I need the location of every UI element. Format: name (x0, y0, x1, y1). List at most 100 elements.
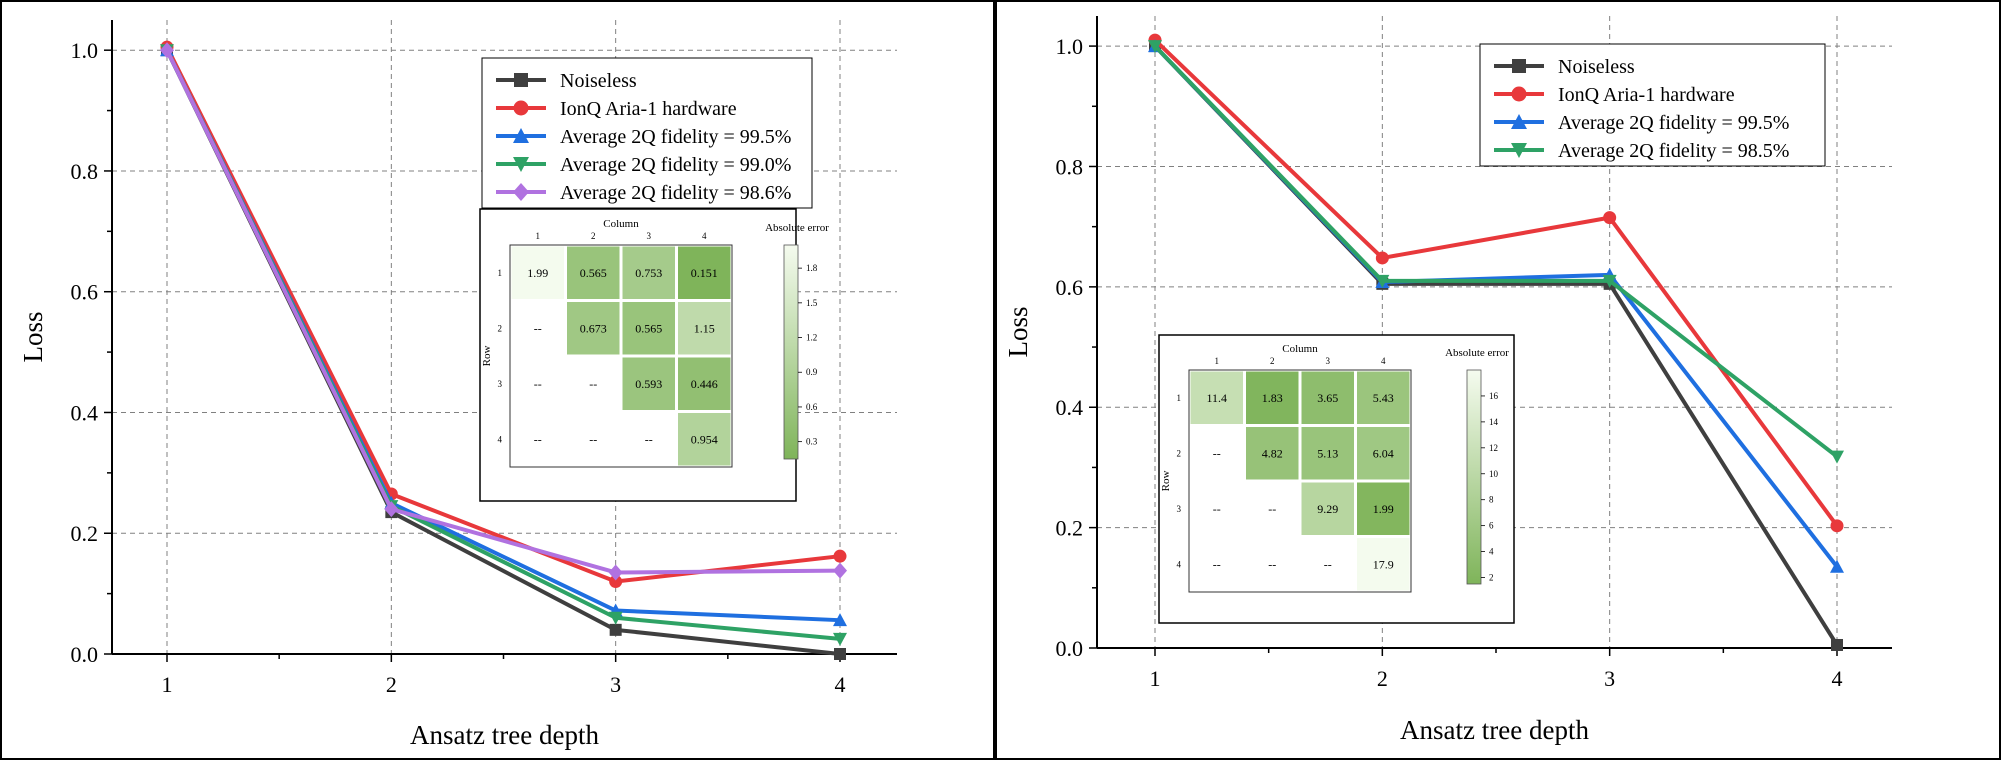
heatmap-cell-label: 9.29 (1317, 502, 1338, 516)
heatmap-cell (1301, 427, 1354, 480)
data-point (1830, 519, 1844, 533)
legend-marker (513, 157, 529, 172)
legend-marker (514, 73, 528, 87)
colorbar (1466, 369, 1482, 585)
left-loss-chart: 0.0 0.2 0.4 0.6 0.8 1.0 1 2 3 4 Ansatz tree depth L… (18, 20, 897, 750)
heatmap-cell-label: 5.43 (1373, 391, 1394, 405)
colorbar-tick-label: 1.2 (806, 333, 817, 343)
data-point (834, 648, 846, 660)
heatmap-row-label: 1 (1177, 393, 1182, 403)
x-tick-label: 4 (835, 672, 846, 697)
heatmap-cell-label: 17.9 (1373, 557, 1394, 571)
heatmap-cell-label: 6.04 (1373, 446, 1394, 460)
heatmap-cell-label: 4.82 (1262, 446, 1283, 460)
colorbar-tick-label: 0.6 (806, 402, 818, 412)
colorbar-tick-label: 16 (1489, 391, 1499, 401)
heatmap-cell-label: 1.15 (694, 321, 715, 335)
heatmap-cell (1246, 371, 1299, 424)
heatmap-cell (622, 302, 675, 355)
legend-marker (513, 183, 529, 201)
legend-label: Noiseless (1558, 56, 1635, 78)
legend-label: Average 2Q fidelity = 99.5% (1558, 112, 1789, 134)
legend-label: IonQ Aria-1 hardware (560, 98, 737, 120)
heatmap-cell-label: 0.446 (691, 377, 718, 391)
heatmap-row-label: 3 (1177, 504, 1182, 514)
x-tick-label: 1 (1150, 666, 1161, 691)
series-3 (1148, 40, 1844, 464)
heatmap-col-label: 2 (1270, 356, 1275, 366)
heatmap-cell-label: 3.65 (1317, 391, 1338, 405)
heatmap-cell-label: 5.13 (1317, 446, 1338, 460)
data-point (1603, 211, 1617, 225)
heatmap-cell-label: 0.593 (635, 377, 662, 391)
colorbar-tick-label: 4 (1489, 547, 1494, 557)
heatmap-cell (1357, 427, 1410, 480)
x-tick-label: 1 (162, 672, 173, 697)
heatmap-cell (678, 246, 731, 299)
legend-marker (513, 128, 529, 143)
heatmap-grid-frame (1188, 369, 1412, 593)
heatmap-cell (1246, 427, 1299, 480)
y-tick-label: 0.0 (1056, 636, 1084, 661)
legend-marker (1512, 59, 1526, 73)
series-line (165, 46, 841, 584)
inset-heatmap: 1.99 0.565 0.753 0.151 -- 0.673 0.565 1.15 -- -- 0… (479, 208, 829, 502)
legend-label: Noiseless (560, 70, 637, 92)
y-tick-label: 1.0 (1056, 34, 1084, 59)
heatmap-cell (678, 302, 731, 355)
heatmap-col-label: 3 (1326, 356, 1331, 366)
data-point (833, 562, 847, 579)
heatmap-cell-label: 0.565 (580, 266, 607, 280)
heatmap-col-label: 2 (591, 231, 596, 241)
heatmap-col-label: 4 (1381, 356, 1386, 366)
colorbar (783, 244, 799, 460)
heatmap-grid-frame (509, 244, 733, 468)
heatmap-cell-label: -- (1213, 502, 1221, 516)
legend-label: IonQ Aria-1 hardware (1558, 84, 1735, 106)
colorbar-tick-label: 10 (1489, 469, 1499, 479)
right-chart-panel: 0.0 0.2 0.4 0.6 0.8 1.0 1 2 3 4 Ansatz tree depth L… (995, 0, 2001, 760)
heatmap-cell (622, 357, 675, 410)
legend-marker (1511, 114, 1527, 129)
legend: Noiseless IonQ Aria-1 hardware Average 2Q … (1479, 43, 1826, 167)
heatmap-cell (511, 246, 564, 299)
colorbar-tick-label: 14 (1489, 417, 1499, 427)
data-point (609, 623, 622, 636)
heatmap-cell-label: -- (645, 432, 653, 446)
colorbar-tick-label: 1.8 (806, 263, 818, 273)
heatmap-cell-label: 11.4 (1206, 391, 1227, 405)
heatmap-cell (1301, 482, 1354, 535)
heatmap-cell (678, 413, 731, 466)
heatmap-row-label: 2 (1177, 448, 1182, 458)
legend-label: Average 2Q fidelity = 99.5% (560, 126, 791, 148)
heatmap-cell-label: -- (1268, 557, 1276, 571)
legend-marker (513, 100, 529, 116)
x-axis-label: Ansatz tree depth (410, 720, 599, 750)
y-tick-label: 0.8 (1056, 154, 1084, 179)
x-tick-label: 3 (1604, 666, 1615, 691)
heatmap-cell-label: -- (589, 432, 597, 446)
y-tick-label: 0.2 (71, 521, 99, 546)
heatmap-cell-label: 0.954 (691, 432, 718, 446)
heatmap-row-label: 4 (1177, 559, 1182, 569)
colorbar-tick-label: 6 (1489, 521, 1494, 531)
heatmap-cell-label: -- (1268, 502, 1276, 516)
colorbar-label: Absolute error (765, 222, 829, 234)
y-tick-label: 0.4 (71, 400, 99, 425)
colorbar-tick-label: 8 (1489, 495, 1494, 505)
heatmap-cell-label: -- (1324, 557, 1332, 571)
heatmap-cell-label: 0.151 (691, 266, 718, 280)
inset-heatmap: 11.4 1.83 3.65 5.43 -- 4.82 5.13 6.04 -- -- 9.29 1.… (1158, 334, 1515, 624)
heatmap-col-label: 4 (702, 231, 707, 241)
heatmap-cell-label: -- (534, 432, 542, 446)
heatmap-cell (1357, 371, 1410, 424)
data-point (609, 575, 623, 589)
y-tick-label: 0.0 (71, 642, 99, 667)
heatmap-row-label: 1 (498, 268, 503, 278)
y-tick-label: 0.8 (71, 159, 99, 184)
heatmap-cell-label: -- (534, 321, 542, 335)
y-tick-label: 1.0 (71, 38, 99, 63)
data-point (833, 613, 847, 627)
data-point (1830, 559, 1844, 573)
